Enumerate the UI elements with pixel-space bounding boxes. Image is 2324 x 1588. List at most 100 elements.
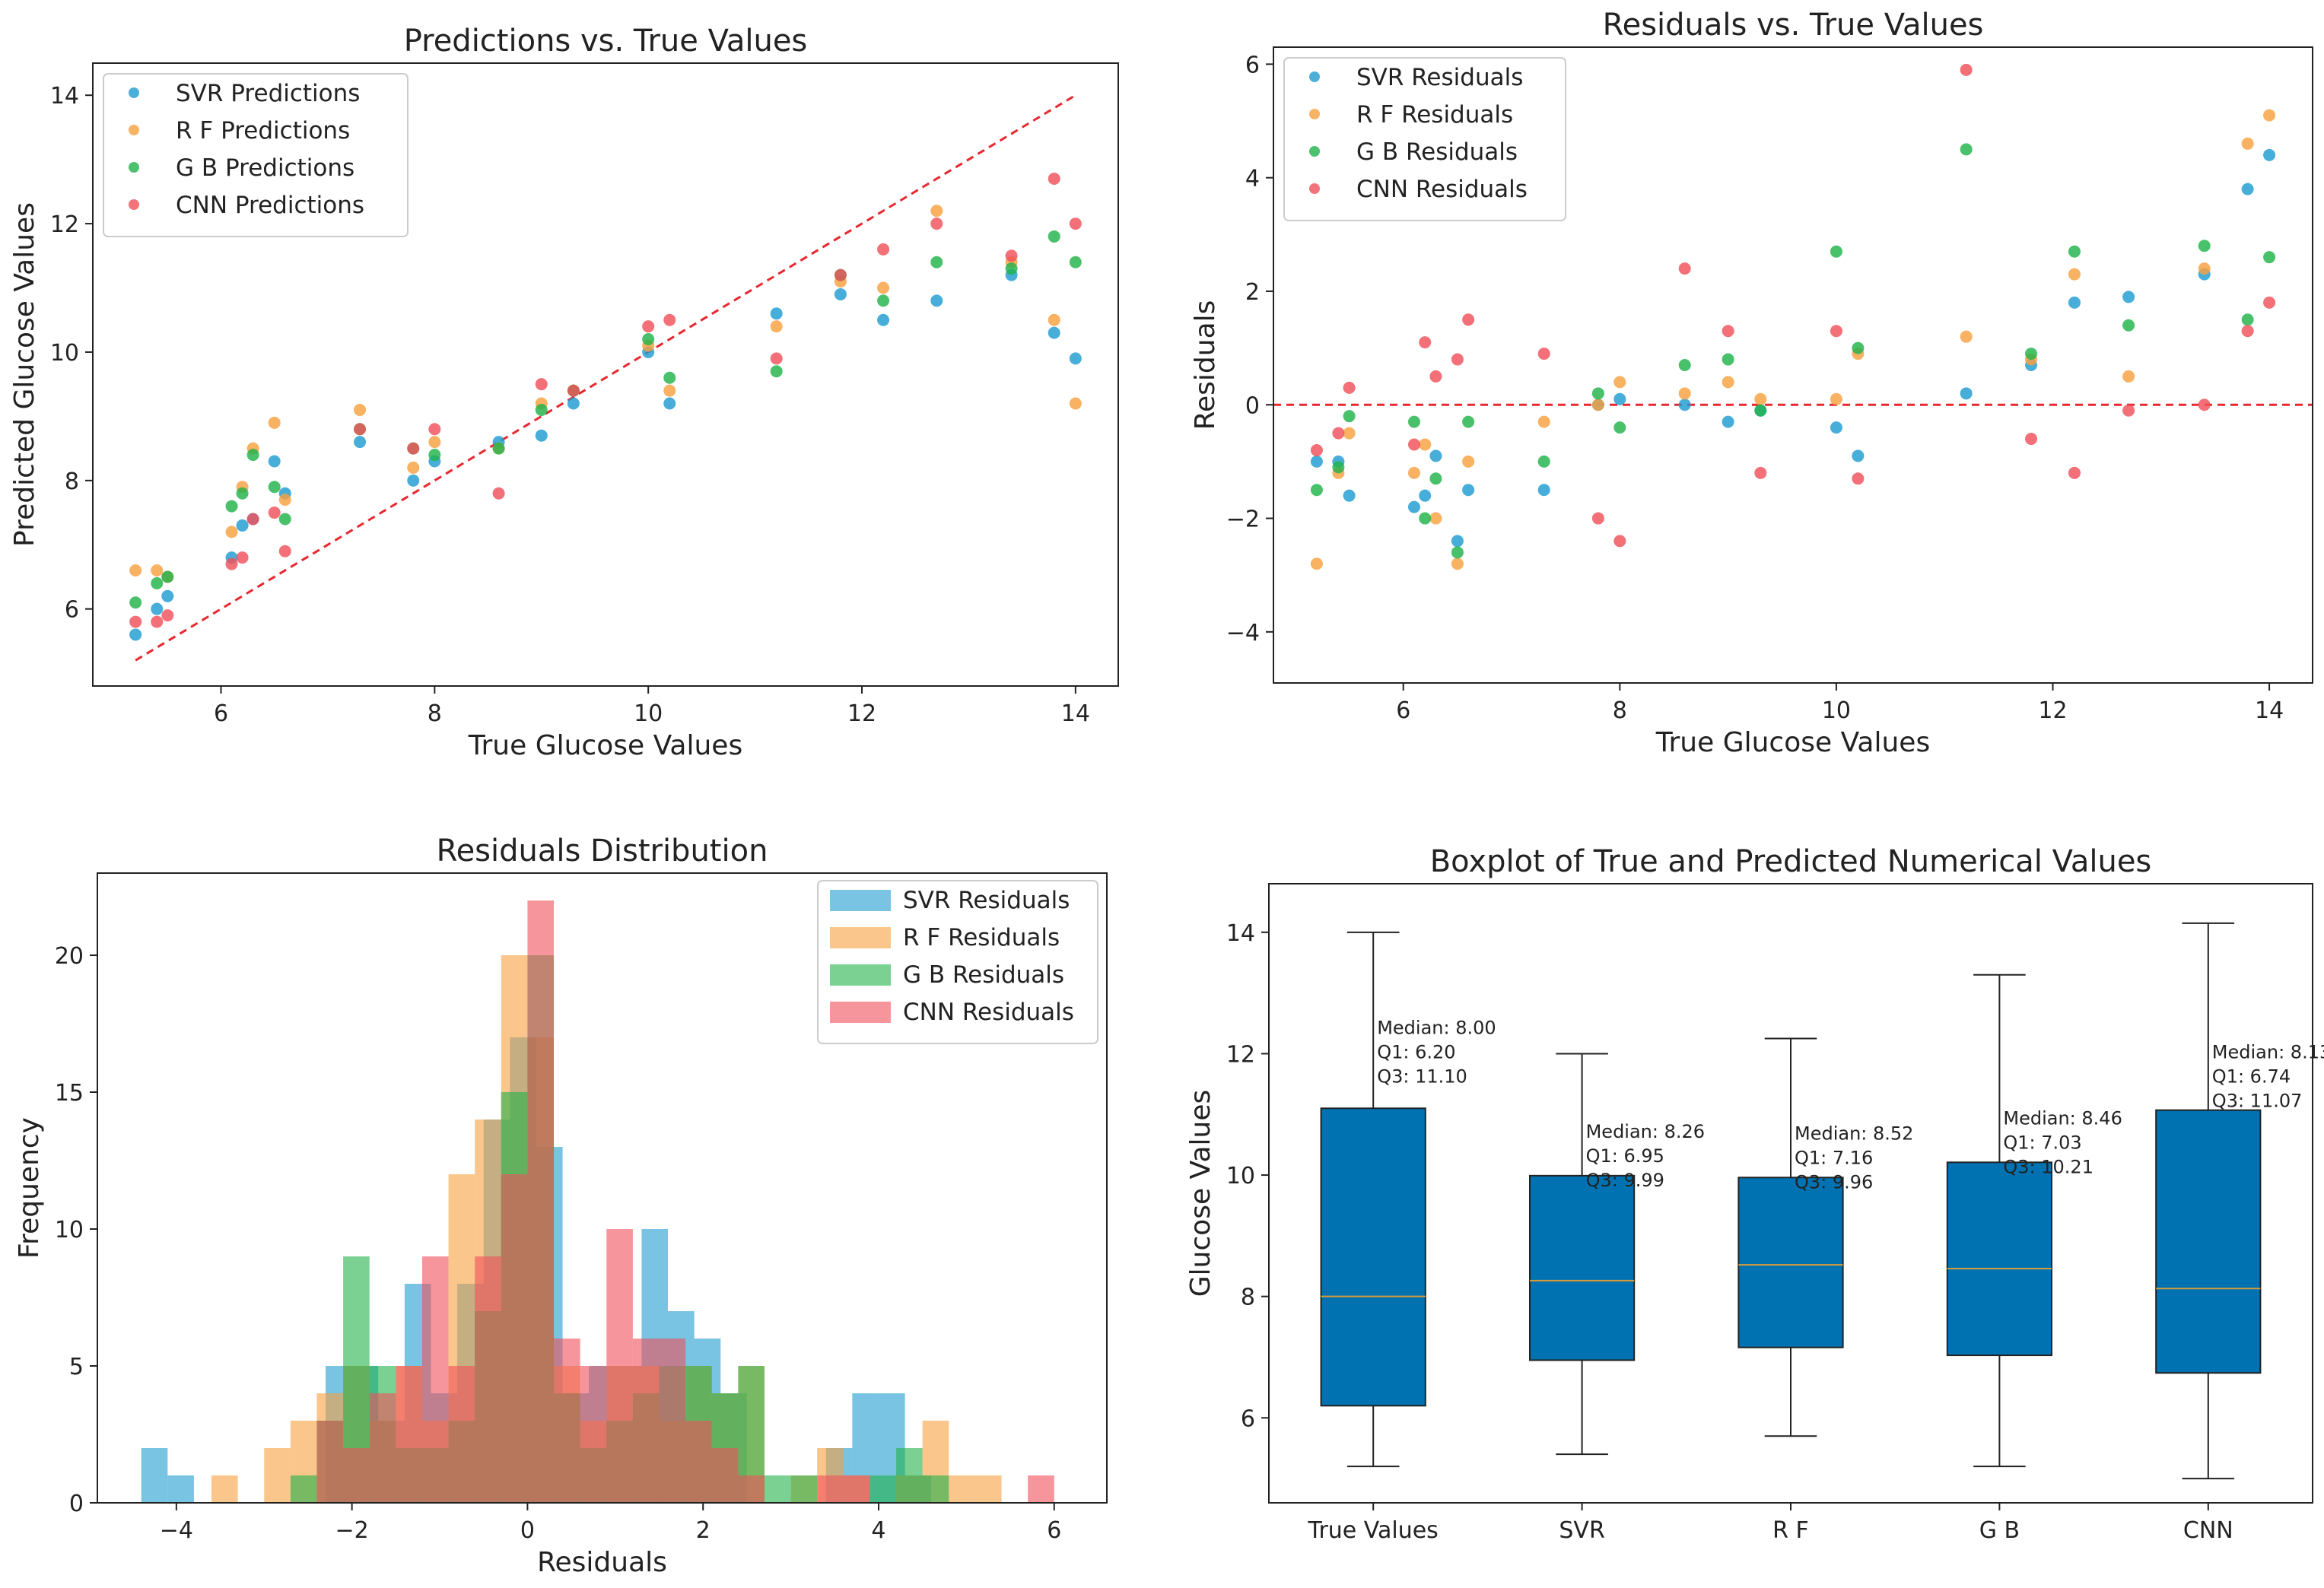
data-point: [1722, 415, 1734, 428]
x-tick-label: 6: [214, 700, 228, 727]
data-point: [1332, 427, 1345, 440]
data-point: [877, 294, 890, 307]
data-point: [1462, 415, 1475, 428]
data-point: [225, 526, 238, 538]
legend-swatch: [830, 927, 891, 948]
y-axis-label: Frequency: [14, 1117, 45, 1259]
box-annotation: Q3: 11.10: [1377, 1066, 1467, 1087]
data-point: [151, 615, 164, 628]
data-point: [278, 494, 291, 507]
box-annotation: Q3: 11.07: [2212, 1091, 2303, 1112]
box-3: Median: 8.52 Q1: 7.16 Q3: 9.96: [1737, 1037, 1913, 1437]
x-tick-label: G B: [1979, 1517, 2020, 1544]
x-tick-label: 10: [634, 700, 663, 727]
x-tick-label: 14: [1061, 700, 1090, 727]
data-point: [770, 365, 783, 378]
iqr-box: [1529, 1174, 1636, 1361]
box-annotation: Median: 8.13: [2212, 1042, 2324, 1063]
data-point: [930, 294, 943, 307]
data-point: [2198, 262, 2211, 275]
histogram-bar: [475, 1256, 501, 1503]
x-tick-label: SVR: [1559, 1517, 1604, 1544]
data-point: [1310, 455, 1323, 468]
legend-entry: R F Residuals: [903, 924, 1060, 951]
x-tick-label: −2: [335, 1517, 369, 1544]
histogram-bar: [501, 1174, 528, 1503]
x-tick-label: 2: [696, 1517, 711, 1544]
data-point: [2263, 251, 2276, 264]
data-point: [278, 545, 291, 557]
data-point: [151, 602, 164, 615]
x-tick-label: True Values: [1308, 1517, 1439, 1544]
histogram-bar: [448, 1366, 475, 1503]
legend-marker: [1309, 183, 1320, 194]
legend-entry: SVR Predictions: [176, 80, 360, 107]
data-point: [1310, 443, 1323, 456]
data-point: [1429, 472, 1442, 485]
data-point: [1462, 313, 1475, 326]
data-point: [930, 218, 943, 230]
data-point: [2263, 148, 2276, 161]
data-point: [1407, 415, 1420, 428]
data-point: [1310, 557, 1323, 570]
series-cnn: [129, 172, 1082, 628]
x-tick-label: 8: [1613, 697, 1627, 724]
plot-area: [129, 94, 1082, 662]
legend-entry: G B Predictions: [176, 154, 354, 182]
data-point: [1960, 63, 1973, 76]
data-point: [354, 436, 367, 449]
data-point: [151, 576, 164, 589]
data-point: [2241, 325, 2254, 338]
data-point: [535, 429, 548, 442]
series-gb: [1310, 143, 2276, 559]
legend-marker: [1309, 146, 1320, 157]
y-tick-label: 8: [65, 468, 79, 495]
legend-entry: SVR Residuals: [1356, 64, 1523, 91]
box-annotation: Median: 8.00: [1377, 1017, 1496, 1038]
histogram-bar: [922, 1475, 949, 1503]
data-point: [1451, 535, 1464, 548]
x-tick-label: 4: [871, 1517, 885, 1544]
y-tick-label: 2: [1245, 279, 1260, 306]
legend-entry: CNN Residuals: [1356, 176, 1528, 203]
x-tick-label: −4: [160, 1517, 193, 1544]
plot-area: Median: 8.00 Q1: 6.20 Q3: 11.10 Median: 8.2…: [1320, 922, 2324, 1480]
data-point: [1048, 172, 1060, 185]
iqr-box: [1946, 1161, 2053, 1357]
data-point: [2025, 433, 2038, 446]
data-point: [1591, 512, 1604, 525]
histogram-bar: [711, 1448, 739, 1503]
data-point: [1429, 512, 1442, 525]
data-point: [278, 513, 291, 526]
data-point: [567, 384, 580, 397]
data-point: [1407, 438, 1420, 451]
data-point: [877, 243, 890, 256]
panel-3: −4 −2 0 2 4 6 0 5 10 15 20 Residuals Distribution Re…: [14, 834, 1108, 1578]
data-point: [1613, 421, 1626, 434]
histogram-bar: [527, 900, 555, 1503]
series-cnn: [316, 900, 1054, 1503]
data-point: [663, 371, 676, 384]
data-point: [2068, 245, 2081, 258]
legend-swatch: [830, 964, 891, 986]
data-point: [2241, 313, 2254, 326]
x-tick-label: 12: [847, 700, 876, 727]
data-point: [1613, 376, 1626, 389]
data-point: [1343, 489, 1356, 502]
data-point: [1960, 143, 1973, 156]
histogram-bar: [1028, 1475, 1054, 1503]
data-point: [236, 487, 249, 500]
data-point: [1005, 262, 1018, 275]
legend-entry: R F Residuals: [1356, 101, 1513, 129]
y-tick-label: 12: [1226, 1041, 1255, 1068]
chart-title: Residuals Distribution: [437, 834, 768, 869]
data-point: [535, 378, 548, 391]
x-tick-label: CNN: [2183, 1517, 2233, 1544]
x-axis-label: True Glucose Values: [1655, 727, 1930, 758]
y-tick-label: −4: [1226, 620, 1260, 646]
histogram-bar: [580, 1366, 607, 1503]
x-tick-label: 14: [2255, 697, 2284, 724]
panel-4: Median: 8.00 Q1: 6.20 Q3: 11.10 Median: 8.2…: [1185, 844, 2324, 1544]
histogram-bar: [817, 1475, 844, 1503]
data-point: [2068, 268, 2081, 281]
